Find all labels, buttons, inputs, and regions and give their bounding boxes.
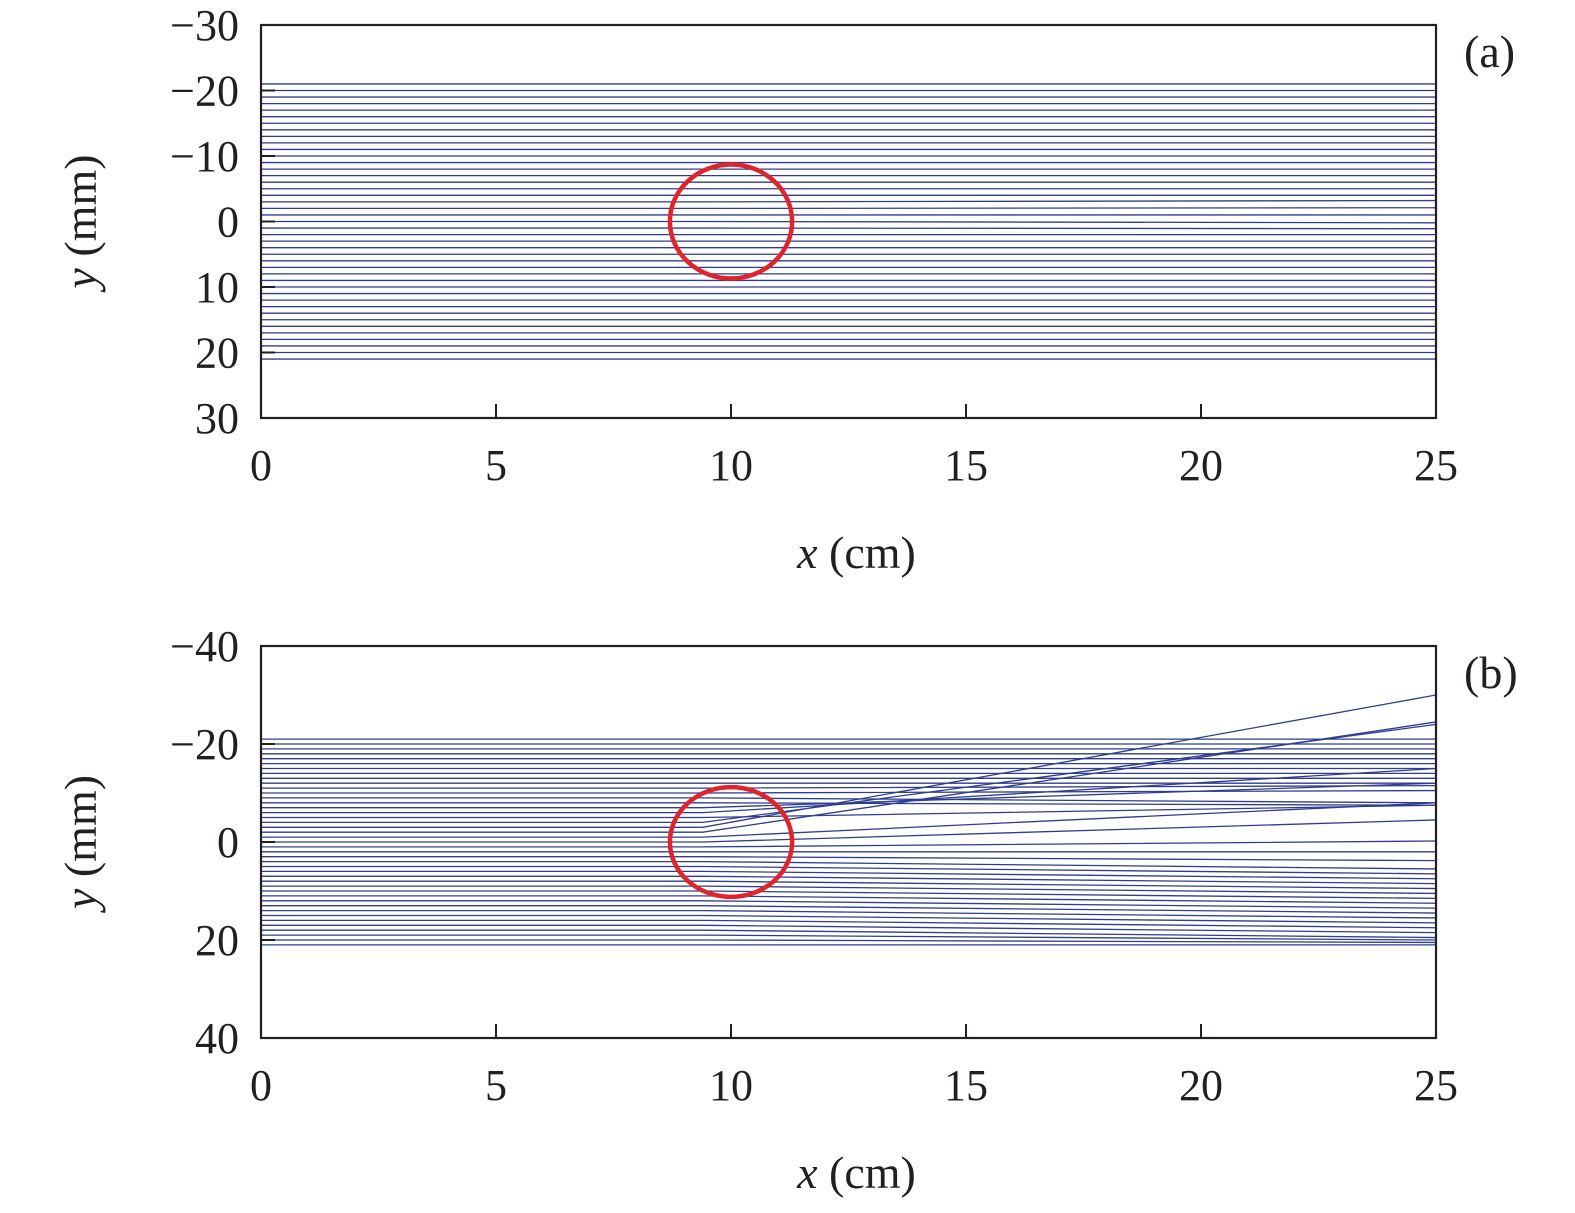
- y-axis-unit-b: (mm): [55, 775, 106, 889]
- ray-line: [261, 840, 1437, 848]
- ray-line: [261, 934, 1437, 941]
- panel-label-b: (b): [1464, 647, 1518, 698]
- ray-line: [261, 865, 1437, 875]
- ray-line: [261, 789, 1437, 794]
- x-tick-label: 5: [485, 1061, 507, 1110]
- x-tick-label: 0: [250, 1061, 272, 1110]
- ray-line: [261, 905, 1437, 914]
- x-tick-label: 25: [1414, 441, 1458, 490]
- x-axis-var-a: x: [796, 527, 818, 578]
- x-axis-unit-a: (cm): [818, 527, 916, 578]
- y-tick-label: 30: [195, 394, 239, 443]
- y-tick-label: 0: [217, 198, 239, 247]
- ray-line: [261, 797, 1437, 804]
- x-tick-label: 15: [944, 1061, 988, 1110]
- ray-line: [261, 900, 1437, 909]
- ray-line: [261, 804, 1437, 819]
- y-axis-var-b: y: [55, 888, 106, 913]
- y-tick-label: −20: [170, 720, 239, 769]
- lens-circle-a: [667, 162, 795, 281]
- ray-line: [261, 782, 1437, 809]
- ray-line: [261, 924, 1437, 934]
- x-tick-label: 10: [709, 441, 753, 490]
- ray-line: [261, 885, 1437, 895]
- ray-line: [261, 207, 1437, 210]
- ray-line: [261, 802, 1437, 806]
- y-tick-label: 10: [195, 263, 239, 312]
- panel-b: 0 5 10 15 20 25 −40 −20 0 20 40 (b) x (cm) y (mm): [55, 622, 1518, 1198]
- ray-line: [261, 856, 1437, 862]
- x-tick-label: 25: [1414, 1061, 1458, 1110]
- ray-line: [261, 870, 1437, 880]
- y-tick-label: 40: [195, 1014, 239, 1063]
- y-tick-labels-b: −40 −20 0 20 40: [170, 622, 239, 1063]
- x-tick-label: 10: [709, 1061, 753, 1110]
- y-tick-label: 0: [217, 818, 239, 867]
- x-tick-labels-a: 0 5 10 15 20 25: [250, 441, 1458, 490]
- y-tick-labels-a: −30 −20 −10 0 10 20 30: [170, 1, 239, 443]
- ray-line: [261, 919, 1437, 929]
- panel-label-a: (a): [1464, 26, 1515, 77]
- ray-line: [261, 929, 1437, 939]
- y-axis-title-b: y (mm): [55, 775, 106, 913]
- y-axis-title-a: y (mm): [55, 154, 106, 292]
- ray-line: [261, 875, 1437, 885]
- ray-line: [261, 227, 1437, 230]
- y-tick-label: −10: [170, 132, 239, 181]
- ray-line: [261, 785, 1437, 789]
- ray-group-b: [261, 694, 1437, 946]
- y-axis-unit-a: (mm): [55, 154, 106, 268]
- ray-line: [261, 220, 1437, 224]
- x-tick-label: 15: [944, 441, 988, 490]
- y-tick-label: −40: [170, 622, 239, 671]
- ray-line: [261, 860, 1437, 870]
- x-axis-title-b: x (cm): [796, 1147, 916, 1198]
- ray-line: [261, 199, 1437, 203]
- x-tick-label: 20: [1179, 1061, 1223, 1110]
- ray-line: [261, 880, 1437, 890]
- ray-line: [261, 819, 1437, 843]
- lens-circle-b: [667, 784, 795, 900]
- ray-group-a: [261, 83, 1437, 360]
- y-axis-var-a: y: [55, 268, 106, 293]
- x-tick-label: 0: [250, 441, 272, 490]
- ray-line: [261, 694, 1437, 828]
- x-axis-title-a: x (cm): [796, 527, 916, 578]
- x-tick-labels-b: 0 5 10 15 20 25: [250, 1061, 1458, 1110]
- ray-line: [261, 723, 1437, 824]
- y-tick-label: 20: [195, 916, 239, 965]
- ray-line: [261, 721, 1437, 833]
- x-tick-label: 20: [1179, 441, 1223, 490]
- ray-line: [261, 909, 1437, 919]
- y-tick-label: 20: [195, 329, 239, 378]
- y-tick-label: −20: [170, 67, 239, 116]
- y-tick-label: −30: [170, 1, 239, 50]
- ray-line: [261, 767, 1437, 814]
- ray-line: [261, 802, 1437, 838]
- ray-line: [261, 914, 1437, 924]
- x-tick-label: 5: [485, 441, 507, 490]
- ticks-a: [260, 24, 1437, 419]
- ray-line: [261, 895, 1437, 904]
- ray-line: [261, 939, 1437, 944]
- panel-a: 0 5 10 15 20 25 −30 −20 −10 0 10 20 30 (a) x (cm) y…: [55, 1, 1515, 578]
- ticks-b: [260, 645, 1437, 1039]
- x-axis-unit-b: (cm): [818, 1147, 916, 1198]
- x-axis-var-b: x: [796, 1147, 818, 1198]
